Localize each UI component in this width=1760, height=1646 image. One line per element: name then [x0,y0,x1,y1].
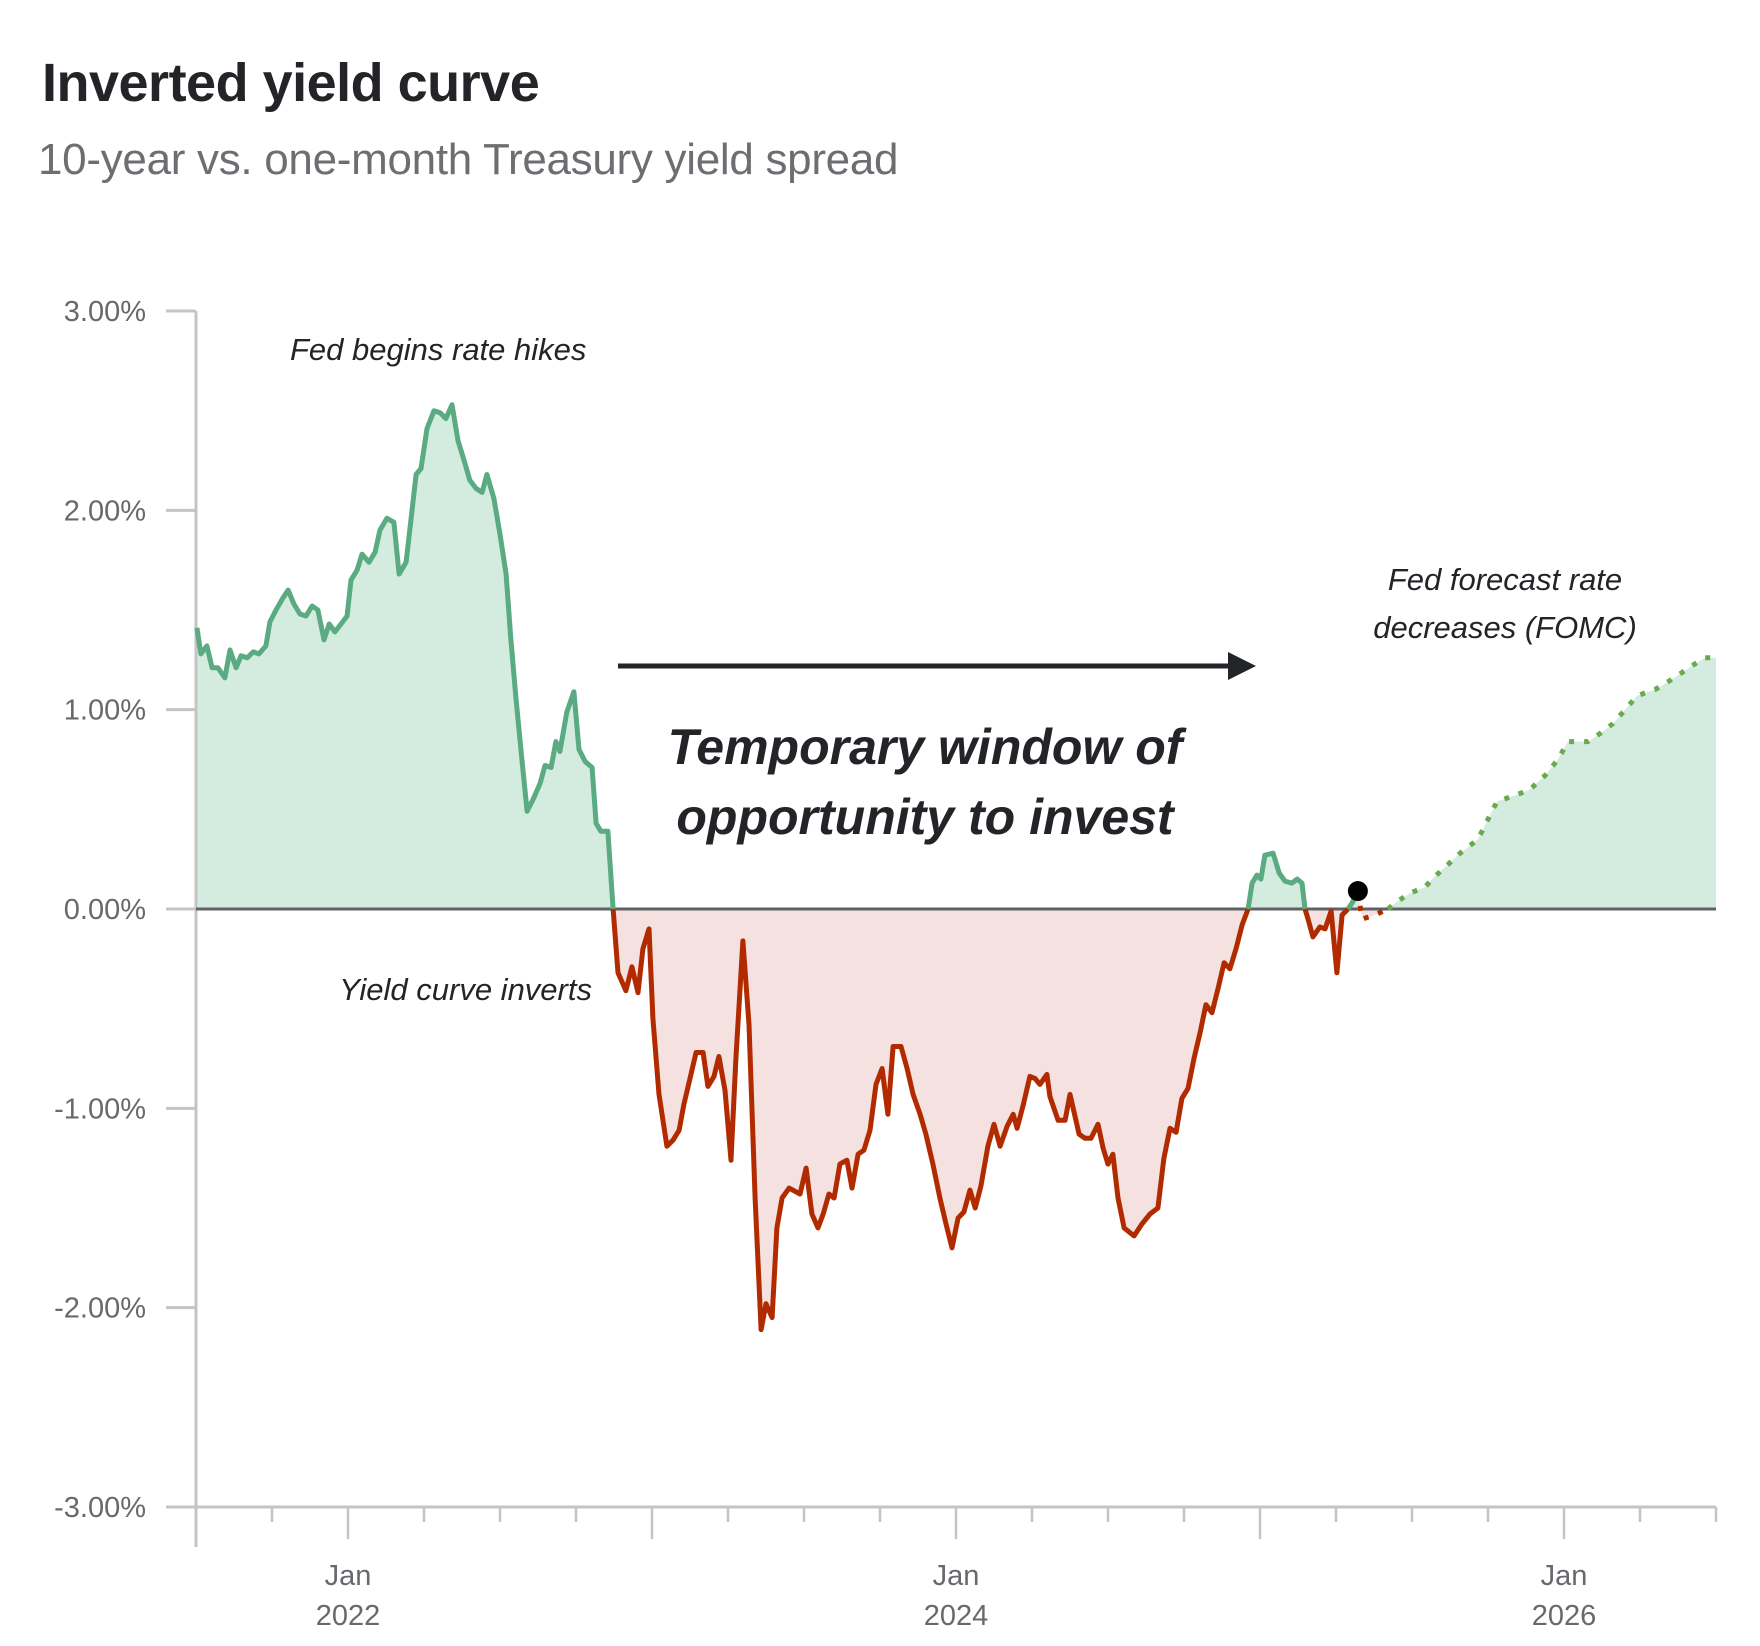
forecast-line-segment [1355,890,1390,922]
chart-subtitle: 10-year vs. one-month Treasury yield spr… [38,135,899,184]
positive-area [1388,657,1713,909]
area-fills [196,404,1716,1330]
y-tick-label: 2.00% [64,495,146,527]
window-arrow [618,652,1256,680]
x-tick-label-year: 2024 [924,1600,989,1632]
positive-area [1712,657,1716,909]
axes: 3.00% 2.00% 1.00% 0.00% -1.00% -2.00% -3.00% Ja… [54,296,1718,1632]
annotation-forecast-line1: Fed forecast rate [1388,562,1622,597]
y-tick-label: -2.00% [54,1293,146,1325]
y-tick-label: -1.00% [54,1093,146,1125]
annotation-window-line1: Temporary window of [668,719,1187,775]
x-tick-label-month: Jan [933,1560,980,1592]
x-tick-label-month: Jan [325,1560,372,1592]
annotation-rate-hikes: Fed begins rate hikes [290,332,586,367]
chart-title: Inverted yield curve [42,53,540,113]
annotation-forecast-line2: decreases (FOMC) [1373,610,1637,645]
negative-line-segment [1302,907,1350,976]
window-arrow-head-icon [1228,652,1256,680]
positive-area [1347,891,1358,909]
x-tick-label-month: Jan [1541,1560,1588,1592]
negative-area [613,909,1249,1330]
negative-line-segment [610,908,1251,1333]
annotation-window-line2: opportunity to invest [676,789,1176,845]
y-tick-label: 3.00% [64,296,146,328]
positive-line-segment [194,402,616,910]
y-tick-label: 0.00% [64,894,146,926]
x-tick-label-year: 2022 [316,1600,381,1632]
y-tick-label: 1.00% [64,695,146,727]
annotation-yield-curve-inverts: Yield curve inverts [339,972,592,1007]
positive-line-segment [1245,850,1308,910]
y-tick-label: -3.00% [54,1492,146,1524]
series-lines [194,402,1713,1333]
forecast-line-segment [1386,655,1713,911]
current-value-marker [1347,881,1368,902]
positive-area [1248,853,1305,909]
positive-area [196,404,614,909]
x-tick-label-year: 2026 [1532,1600,1597,1632]
